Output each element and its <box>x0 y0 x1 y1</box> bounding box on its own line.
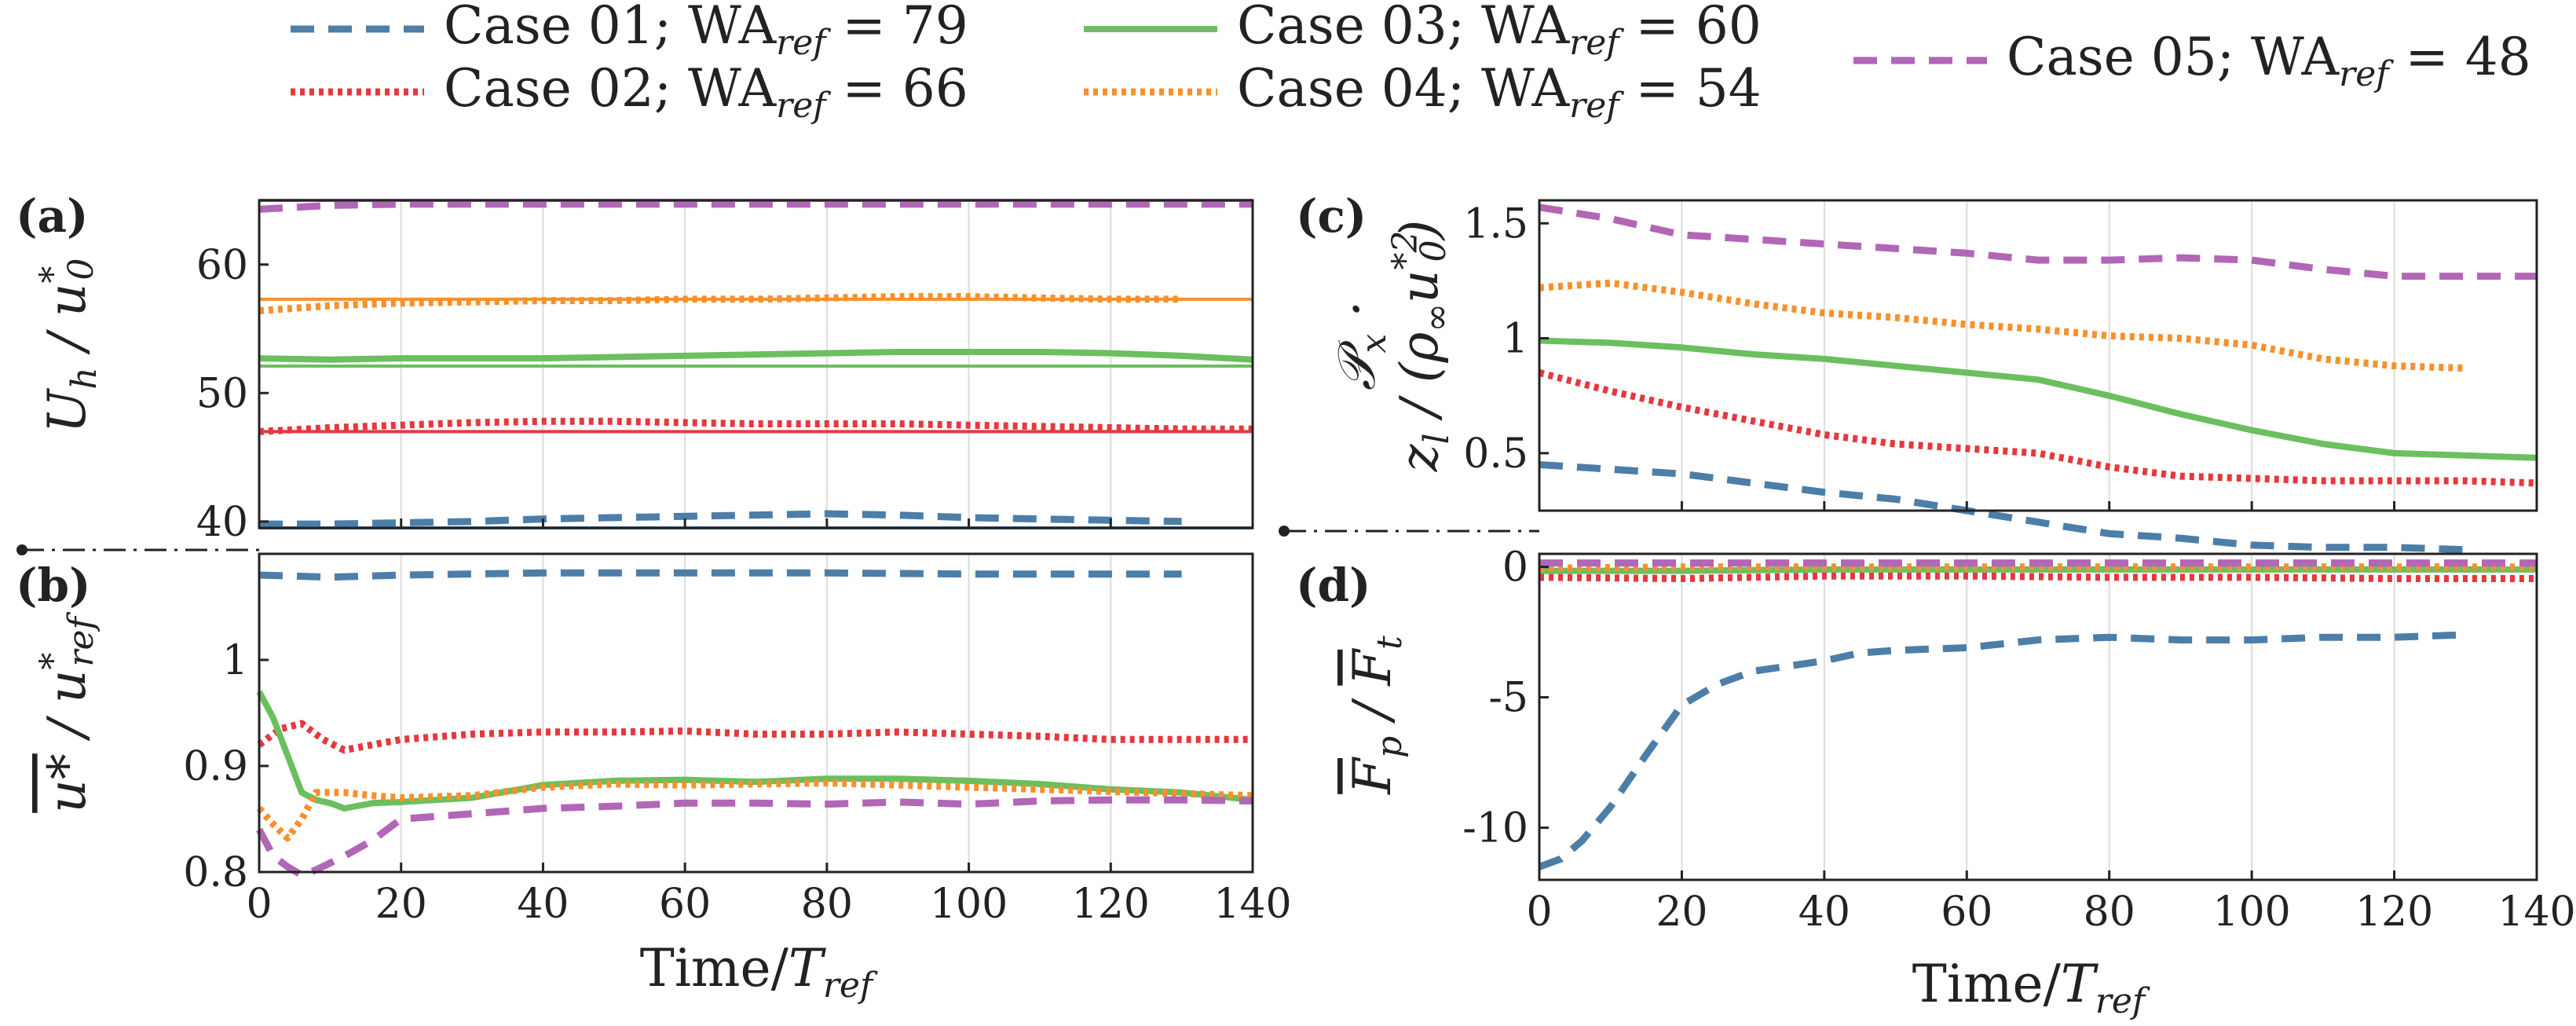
x-tick-label: 80 <box>2084 889 2135 936</box>
series-case-01 <box>258 569 1182 581</box>
x-tick-label: 100 <box>2213 889 2291 936</box>
series-case-02 <box>1538 369 2538 487</box>
legend-entry-1: Case 01; WAref = 79 <box>291 0 968 63</box>
y-tick-label: 40 <box>196 499 248 546</box>
svg-text:zl / (ρ∞u*20): zl / (ρ∞u*20) <box>1385 220 1457 473</box>
panel-a: 40 50 60 <box>196 199 1254 546</box>
x-tick-label: 0 <box>1526 889 1552 936</box>
legend-label: Case 03; WAref = 60 <box>1237 0 1762 63</box>
x-tick-label: 140 <box>2497 889 2575 936</box>
y-axis-label-c: 𝒫x · zl / (ρ∞u*20) <box>1326 220 1457 473</box>
x-tick-label: 140 <box>1213 881 1291 928</box>
x-tick-label: 60 <box>659 881 711 928</box>
x-tick-label: 0 <box>246 881 272 928</box>
panel-label-b: (b) <box>16 559 90 612</box>
series-case-04 <box>256 779 1253 842</box>
x-tick-label: 80 <box>801 881 853 928</box>
legend-label: Case 05; WAref = 48 <box>2007 27 2531 94</box>
y-axis-label-b: u* / u*ref <box>33 611 101 812</box>
x-tick-label: 120 <box>1072 881 1150 928</box>
legend-entry-4: Case 04; WAref = 54 <box>1084 58 1762 126</box>
series-case-05 <box>256 796 1253 879</box>
legend-entry-5: Case 05; WAref = 48 <box>1853 27 2531 94</box>
series-case-03 <box>1539 566 2537 574</box>
x-axis-label-d: Time/Tref <box>1912 954 2150 1021</box>
y-tick-label: -10 <box>1462 805 1528 852</box>
series-case-02 <box>257 720 1253 754</box>
panel-c: 0.5 1 1.5 <box>1463 199 2538 554</box>
x-tick-label: 60 <box>1941 889 1992 936</box>
plot-frame <box>1538 199 2538 512</box>
legend-entry-2: Case 02; WAref = 66 <box>291 58 968 126</box>
plot-frame <box>258 199 1254 529</box>
series-case-05 <box>258 200 1253 213</box>
panel-separator-left <box>16 544 259 555</box>
panel-d: 0 20 40 60 80 100 120 140 -10 -5 0 <box>1462 544 2575 936</box>
series-case-04 <box>258 293 1182 315</box>
panel-label-a: (a) <box>16 189 88 243</box>
series-case-01 <box>259 510 1182 528</box>
plot-frame <box>1538 552 2538 881</box>
x-tick-label: 40 <box>1798 889 1850 936</box>
panel-label-d: (d) <box>1296 559 1370 612</box>
svg-text:Uh / u*0: Uh / u*0 <box>33 258 104 434</box>
y-tick-label: 60 <box>196 242 248 289</box>
series-case-04 <box>1539 279 2466 372</box>
x-tick-label: 40 <box>517 881 569 928</box>
y-tick-label: 1 <box>222 637 248 684</box>
x-tick-label: 120 <box>2355 889 2433 936</box>
y-tick-label: -5 <box>1488 675 1528 722</box>
plot-frame <box>258 552 1254 874</box>
legend-label: Case 04; WAref = 54 <box>1237 58 1762 126</box>
x-tick-label: 100 <box>930 881 1008 928</box>
panel-label-c: (c) <box>1296 189 1367 243</box>
panels: 40 50 60 0 20 40 60 80 100 120 140 0.8 0.9 1 0.5 1 1.5 0 2… <box>183 199 2576 936</box>
series-case-01 <box>1538 631 2466 870</box>
x-tick-label: 20 <box>375 881 427 928</box>
series-case-05 <box>1539 203 2537 280</box>
panel-separator-right <box>1279 526 1539 537</box>
series-case-03 <box>256 690 1253 812</box>
y-axis-label-d: Fp / Ft <box>1342 636 1410 795</box>
series-case-01 <box>1539 461 2466 554</box>
y-tick-label: 0.5 <box>1463 431 1528 478</box>
y-tick-label: 0.8 <box>183 849 248 896</box>
svg-text:u* / u*ref: u* / u*ref <box>33 611 101 812</box>
series-case-03 <box>258 349 1253 363</box>
series-case-02 <box>1539 572 2537 582</box>
y-tick-label: 1 <box>1502 316 1528 363</box>
x-tick-label: 20 <box>1656 889 1707 936</box>
svg-text:𝒫x ·: 𝒫x · <box>1326 301 1394 390</box>
y-axis-label-a: Uh / u*0 <box>33 258 104 434</box>
legend-label: Case 01; WAref = 79 <box>444 0 968 63</box>
y-tick-label: 0 <box>1502 544 1528 592</box>
legend-label: Case 02; WAref = 66 <box>444 58 968 126</box>
series-case-04 <box>1539 563 2537 572</box>
y-tick-label: 50 <box>196 370 248 417</box>
x-axis-label-b: Time/Tref <box>640 938 878 1006</box>
y-tick-label: 0.9 <box>183 743 248 790</box>
legend-entry-3: Case 03; WAref = 60 <box>1084 0 1762 63</box>
svg-text:Fp / Ft: Fp / Ft <box>1342 636 1410 795</box>
series-case-03 <box>1539 337 2538 461</box>
y-tick-label: 1.5 <box>1463 200 1528 247</box>
panel-b: 0 20 40 60 80 100 120 140 0.8 0.9 1 <box>183 552 1292 928</box>
